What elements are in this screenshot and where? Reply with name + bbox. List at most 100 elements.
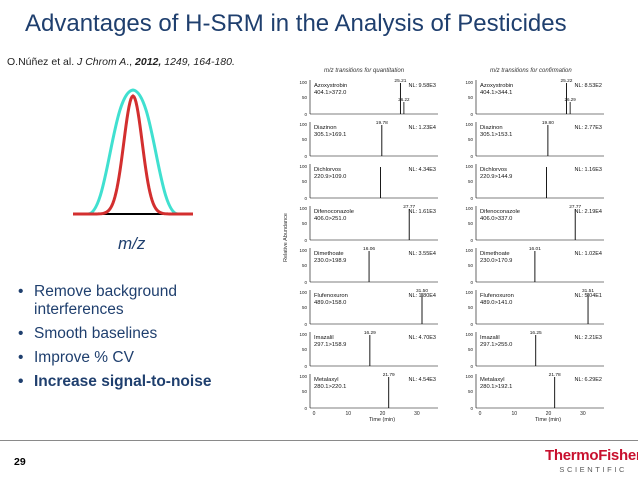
panel-column-header: m/z transitions for confirmation: [490, 68, 572, 74]
y-tick-label: 0: [304, 364, 307, 369]
y-tick-label: 100: [465, 206, 473, 211]
compound-name: Metalaxyl: [480, 377, 504, 383]
transition-label: 297.1>158.9: [314, 342, 346, 348]
logo-line2: SCIENTIFIC: [559, 465, 628, 474]
x-tick-label: 10: [346, 411, 352, 417]
transition-label: 280.1>192.1: [480, 384, 512, 390]
y-tick-label: 50: [468, 221, 474, 226]
nl-value: NL: 1.16E3: [574, 167, 602, 173]
retention-time-label: 31.51: [582, 288, 594, 294]
y-tick-label: 0: [470, 322, 473, 327]
transition-label: 489.0>141.0: [480, 300, 512, 306]
retention-time-label: 16.06: [363, 246, 375, 252]
retention-time-label: 19.80: [542, 120, 554, 126]
bullet-item: Smooth baselines: [18, 325, 248, 343]
retention-time-label: 25.21: [394, 78, 406, 84]
y-tick-label: 100: [299, 164, 307, 169]
retention-time-label: 21.78: [549, 372, 561, 378]
y-tick-label: 0: [470, 364, 473, 369]
bullet-item: Remove background interferences: [18, 283, 248, 319]
retention-time-label: 31.50: [416, 288, 428, 294]
thermo-fisher-logo: ThermoFisher SCIENTIFIC: [545, 447, 638, 474]
narrow-peak-curve: [73, 94, 193, 216]
y-tick-label: 100: [465, 248, 473, 253]
y-tick-label: 50: [302, 389, 308, 394]
compound-name: Azoxystrobin: [314, 83, 347, 89]
transition-label: 404.1>344.1: [480, 90, 512, 96]
y-tick-label: 0: [470, 406, 473, 411]
peak-comparison-diagram: [73, 88, 193, 216]
y-tick-label: 50: [302, 305, 308, 310]
nl-value: NL: 4.54E3: [408, 377, 436, 383]
compound-name: Dichlorvos: [314, 167, 341, 173]
nl-value: NL: 1.23E4: [408, 125, 436, 131]
nl-value: NL: 3.55E4: [408, 251, 436, 257]
compound-name: Dichlorvos: [480, 167, 507, 173]
nl-value: NL: 1.02E4: [574, 251, 602, 257]
y-tick-label: 50: [302, 137, 308, 142]
compound-name: Flufenoxuron: [480, 293, 514, 299]
compound-name: Imazalil: [314, 335, 334, 341]
x-axis-label: Time (min): [369, 417, 395, 423]
y-tick-label: 100: [465, 290, 473, 295]
y-tick-label: 100: [299, 290, 307, 295]
y-tick-label: 0: [470, 154, 473, 159]
wide-peak-curve: [87, 88, 179, 216]
y-tick-label: 100: [299, 80, 307, 85]
transition-label: 305.1>153.1: [480, 132, 512, 138]
y-tick-label: 100: [465, 122, 473, 127]
transition-label: 230.0>198.9: [314, 258, 346, 264]
compound-name: Diazinon: [314, 125, 337, 131]
transition-label: 297.1>255.0: [480, 342, 512, 348]
transition-label: 230.0>170.9: [480, 258, 512, 264]
nl-value: NL: 4.34E3: [408, 167, 436, 173]
compound-name: Dimethoate: [314, 251, 344, 257]
panel-column-header: m/z transitions for quantitation: [324, 68, 405, 74]
y-tick-label: 0: [304, 322, 307, 327]
retention-time-label: 19.78: [376, 120, 388, 126]
x-tick-label: 10: [512, 411, 518, 417]
transition-label: 404.1>372.0: [314, 90, 346, 96]
y-tick-label: 50: [302, 347, 308, 352]
nl-value: NL: 2.21E3: [574, 335, 602, 341]
y-tick-label: 50: [302, 95, 308, 100]
y-tick-label: 50: [302, 179, 308, 184]
y-tick-label: 100: [299, 332, 307, 337]
y-tick-label: 50: [302, 263, 308, 268]
retention-time-label: 16.01: [529, 246, 541, 252]
transition-label: 305.1>169.1: [314, 132, 346, 138]
y-tick-label: 0: [470, 196, 473, 201]
compound-name: Azoxystrobin: [480, 83, 513, 89]
citation: O.Núñez et al. J Chrom A., 2012, 1249, 1…: [7, 56, 235, 68]
retention-time-label: 16.25: [530, 330, 542, 336]
compound-name: Imazalil: [480, 335, 500, 341]
y-tick-label: 50: [468, 305, 474, 310]
y-tick-label: 50: [468, 95, 474, 100]
page-number: 29: [14, 456, 26, 468]
citation-authors: O.Núñez et al.: [7, 56, 78, 68]
bullet-item: Increase signal-to-noise: [18, 373, 248, 391]
y-tick-label: 50: [468, 389, 474, 394]
compound-name: Dimethoate: [480, 251, 510, 257]
y-tick-label: 50: [468, 347, 474, 352]
retention-time-label: 21.79: [383, 372, 395, 378]
transition-label: 489.0>158.0: [314, 300, 346, 306]
y-tick-label: 0: [304, 280, 307, 285]
y-tick-label: 50: [302, 221, 308, 226]
logo-line1: ThermoFisher: [545, 447, 638, 464]
nl-value: NL: 8.53E2: [574, 83, 602, 89]
compound-name: Flufenoxuron: [314, 293, 348, 299]
y-tick-label: 50: [468, 263, 474, 268]
nl-value: NL: 6.29E2: [574, 377, 602, 383]
y-tick-label: 100: [465, 164, 473, 169]
citation-year: 2012,: [135, 56, 162, 68]
compound-name: Diazinon: [480, 125, 503, 131]
y-tick-label: 100: [299, 206, 307, 211]
transition-label: 280.1>220.1: [314, 384, 346, 390]
compound-name: Difenoconazole: [314, 209, 354, 215]
x-tick-label: 0: [313, 411, 316, 417]
y-axis-label: Relative Abundance: [283, 213, 289, 262]
y-tick-label: 0: [470, 112, 473, 117]
y-tick-label: 100: [299, 248, 307, 253]
retention-time-label: 25.22: [560, 78, 572, 84]
